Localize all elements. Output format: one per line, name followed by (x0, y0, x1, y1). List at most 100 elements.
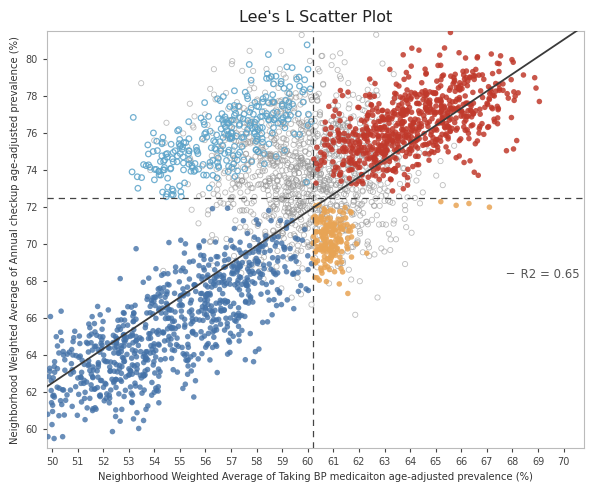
Point (263, 51, 273, 59)
Point (75, 339, 85, 347)
Point (290, 252, 300, 260)
Point (154, 327, 163, 335)
Point (115, 365, 124, 373)
Point (287, 241, 297, 248)
Point (214, 162, 223, 170)
Point (428, 106, 438, 114)
Point (469, 72, 478, 80)
Point (353, 237, 362, 245)
Point (257, 248, 267, 256)
Point (43, 410, 52, 418)
Point (293, 182, 303, 190)
Point (201, 291, 211, 299)
Point (295, 119, 304, 126)
Point (351, 125, 361, 133)
Point (331, 240, 341, 248)
Point (221, 89, 231, 97)
Point (494, 104, 503, 112)
Point (331, 106, 340, 114)
Point (124, 365, 134, 373)
Point (347, 253, 356, 261)
Point (402, 106, 412, 114)
Point (273, 257, 283, 265)
Point (207, 318, 217, 326)
Point (410, 89, 419, 97)
Point (290, 170, 299, 178)
Point (310, 213, 320, 220)
Point (331, 181, 341, 189)
Point (442, 112, 452, 120)
Point (97, 341, 107, 349)
Point (340, 122, 350, 129)
Point (248, 184, 257, 192)
Point (203, 301, 213, 308)
Point (485, 90, 494, 97)
Point (268, 311, 277, 319)
Point (236, 172, 246, 180)
Point (294, 169, 304, 177)
Point (139, 161, 148, 169)
Point (266, 265, 276, 273)
Point (352, 137, 362, 145)
Point (437, 118, 447, 126)
Point (478, 71, 487, 79)
Point (233, 180, 242, 187)
Point (335, 207, 345, 215)
Point (356, 155, 366, 163)
Point (348, 91, 358, 99)
Point (389, 70, 398, 78)
Point (257, 241, 266, 249)
Point (307, 242, 316, 250)
Point (374, 100, 384, 108)
Point (109, 377, 119, 385)
Point (139, 372, 148, 380)
Point (280, 195, 289, 203)
Point (58, 433, 67, 441)
Point (315, 206, 325, 214)
Point (459, 110, 469, 118)
Point (272, 200, 282, 208)
Point (301, 147, 310, 155)
Point (147, 391, 157, 399)
Point (184, 156, 194, 164)
Point (456, 112, 466, 120)
Point (58, 386, 67, 394)
Point (289, 152, 298, 160)
Point (269, 98, 279, 106)
Point (65, 386, 75, 394)
Point (279, 134, 289, 142)
Point (313, 130, 322, 138)
Point (336, 179, 346, 187)
Point (393, 135, 403, 143)
Point (174, 125, 184, 133)
Point (76, 373, 86, 381)
Point (259, 275, 268, 283)
Point (167, 325, 176, 333)
Point (441, 107, 451, 115)
Point (311, 92, 320, 99)
Point (151, 294, 160, 302)
Point (347, 137, 356, 145)
Point (350, 172, 359, 180)
Point (372, 163, 382, 171)
Point (286, 198, 296, 206)
Point (167, 190, 176, 198)
Point (271, 155, 280, 163)
Point (151, 265, 161, 273)
Point (334, 118, 343, 125)
Point (278, 192, 287, 200)
Point (321, 138, 331, 146)
Point (340, 59, 349, 66)
Point (475, 105, 485, 113)
Point (270, 130, 280, 138)
Point (349, 197, 359, 205)
Point (438, 181, 448, 189)
Point (79, 376, 89, 384)
Point (305, 168, 314, 176)
Point (178, 285, 188, 293)
Point (397, 134, 407, 142)
Point (268, 91, 278, 98)
Point (225, 103, 235, 111)
Point (211, 272, 221, 279)
Point (279, 172, 289, 180)
